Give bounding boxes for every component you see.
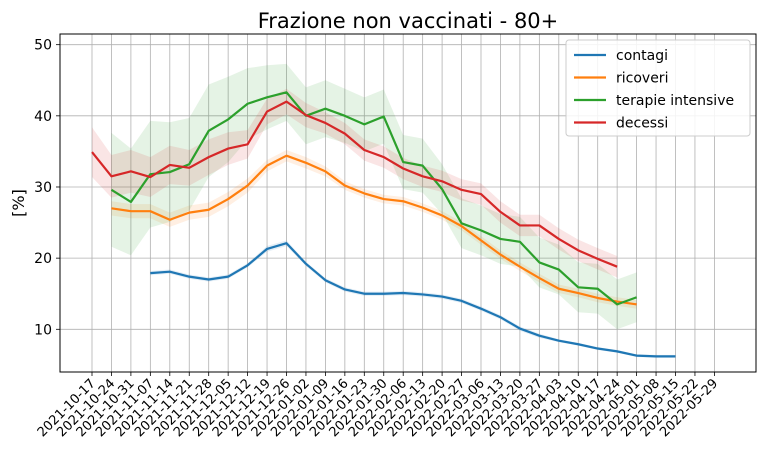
y-axis-label: [%] (9, 189, 28, 217)
legend-label: contagi (616, 48, 668, 64)
y-tick-label: 50 (34, 38, 52, 54)
plot-frame (59, 33, 757, 373)
y-tick-label: 10 (34, 322, 52, 338)
legend: contagi ricoveri terapie intensive decessi (565, 39, 751, 137)
chart-title: Frazione non vaccinati - 80+ (258, 9, 559, 33)
y-tick-label: 30 (34, 180, 52, 196)
series-line-contagi (150, 242, 676, 358)
series-line-terapie-intensive (110, 91, 637, 306)
x-axis: 2021-10-172021-10-242021-10-312021-11-07… (35, 372, 721, 440)
y-axis: 10 20 30 40 50 (34, 38, 60, 338)
legend-label: terapie intensive (616, 93, 734, 109)
y-tick-label: 20 (34, 251, 52, 267)
band-decessi (92, 88, 618, 278)
series-lines (91, 91, 676, 358)
legend-label: decessi (616, 116, 668, 132)
y-tick-label: 40 (34, 109, 52, 125)
band-terapie-intensive (111, 63, 637, 330)
series-line-decessi (91, 100, 618, 268)
legend-box (565, 39, 751, 137)
series-line-ricoveri (111, 154, 637, 306)
legend-label: ricoveri (616, 71, 668, 87)
